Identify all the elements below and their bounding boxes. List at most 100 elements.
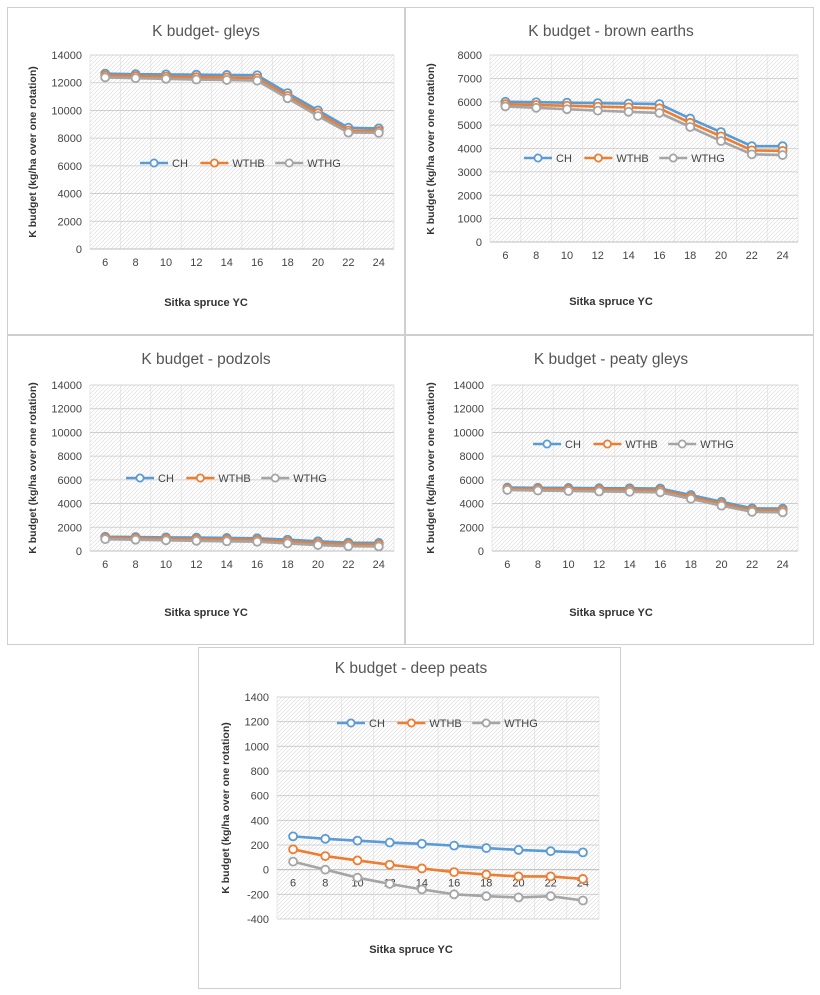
y-tick-label: 0 <box>478 546 484 558</box>
data-point-wthg <box>282 93 293 104</box>
legend-entry-ch: CH <box>524 153 572 165</box>
y-tick-label: 8000 <box>58 133 82 145</box>
chart-panel-brown-earths: 0 1000 2000 3000 4000 5000 6000 7000 8000 6 8 10 12 1… <box>405 7 814 335</box>
legend-marker <box>209 158 219 168</box>
data-point-wthg <box>577 895 588 906</box>
data-point-wthg <box>352 872 363 883</box>
chart-gleys: 0 2000 4000 6000 8000 10000 12000 14000 6 8 10 12 14… <box>27 23 395 309</box>
x-tick-label: 10 <box>160 257 172 269</box>
y-tick-label: 14000 <box>51 380 82 392</box>
y-tick-label: 12000 <box>51 404 82 416</box>
legend-label: CH <box>369 718 385 730</box>
chart-title-podzols: K budget - podzols <box>141 351 271 368</box>
x-tick-label: 22 <box>545 878 557 890</box>
y-tick-label: 7000 <box>458 73 482 85</box>
data-point-wthg <box>624 486 635 497</box>
x-tick-label: 20 <box>715 559 727 571</box>
legend-entry-ch: CH <box>533 439 581 451</box>
y-tick-label: 14000 <box>453 380 484 392</box>
series-line-ch <box>293 835 583 854</box>
data-point-wthg <box>654 108 665 118</box>
chart-panel-podzols: 0 2000 4000 6000 8000 10000 12000 14000 6 8 10 12 14… <box>7 335 405 645</box>
data-point-wthg <box>161 535 171 546</box>
legend-entry-ch: CH <box>140 158 188 170</box>
series-line-ch <box>505 100 783 148</box>
legend-marker <box>406 718 416 728</box>
y-tick-label: 1200 <box>245 717 269 729</box>
y-tick-label: 2000 <box>458 190 482 202</box>
legend-label: CH <box>158 473 174 485</box>
y-tick-label: 2000 <box>460 522 484 534</box>
y-axis-label: K budget (kg/ha over one rotation) <box>425 382 437 554</box>
chart-title-brown-earths: K budget - brown earths <box>528 23 694 40</box>
y-tick-label: 6000 <box>58 475 82 487</box>
x-tick-label: 14 <box>221 257 233 269</box>
x-tick-label: 14 <box>622 250 634 262</box>
x-tick-label: 8 <box>133 559 139 571</box>
series-line-wthg <box>292 860 584 902</box>
data-point-wthg <box>449 889 460 900</box>
data-point-wthb <box>545 871 556 882</box>
chart-deep-peats: -400-20002004006008001000120014006810121… <box>220 660 600 956</box>
y-tick-label: 4000 <box>458 144 482 156</box>
legend-marker <box>677 439 687 449</box>
data-point-wthg <box>343 127 354 138</box>
series-line-wthg <box>505 105 783 157</box>
y-tick-label: 200 <box>251 840 269 852</box>
data-point-wthg <box>313 111 323 121</box>
series-line-wthg <box>507 488 783 514</box>
legend-marker <box>135 473 145 483</box>
series-line-wthg <box>105 76 379 135</box>
x-axis-label: Sitka spruce YC <box>164 297 248 309</box>
legend-label: WTHG <box>293 473 327 485</box>
data-point-wthg <box>531 102 542 113</box>
legend-marker <box>270 473 280 483</box>
legend-label: WTHG <box>504 718 538 730</box>
y-tick-label: 12000 <box>453 404 484 416</box>
legend-label: CH <box>565 439 581 451</box>
data-point-wthg <box>513 892 524 903</box>
data-point-wthg <box>313 540 323 550</box>
y-tick-label: 0 <box>76 244 82 256</box>
x-tick-label: 18 <box>281 559 293 571</box>
data-point-wthg <box>373 127 384 138</box>
y-tick-label: 6000 <box>458 97 482 109</box>
legend-label: WTHB <box>218 473 250 485</box>
data-point-wthg <box>592 105 603 116</box>
data-point-wthg <box>191 535 202 546</box>
data-point-wthg <box>500 101 511 112</box>
legend-label: WTHG <box>700 439 734 451</box>
y-tick-label: 4000 <box>460 499 484 511</box>
data-point-wthb <box>384 859 395 870</box>
y-tick-label: 4000 <box>58 189 82 201</box>
y-tick-label: 10000 <box>51 105 82 117</box>
legend-label: WTHB <box>625 439 657 451</box>
x-tick-label: 16 <box>653 250 665 262</box>
legend-label: WTHG <box>307 158 341 170</box>
x-tick-label: 22 <box>342 559 354 571</box>
data-point-wthg <box>502 485 513 495</box>
data-point-wthg <box>100 534 111 545</box>
data-point-wthg <box>384 878 395 889</box>
legend-marker <box>668 153 678 163</box>
y-tick-label: 6000 <box>58 161 82 173</box>
x-tick-label: 6 <box>502 250 508 262</box>
x-axis-label: Sitka spruce YC <box>369 944 453 956</box>
x-tick-label: 16 <box>654 559 666 571</box>
x-tick-label: 24 <box>776 250 788 262</box>
legend-entry-wthg: WTHG <box>659 153 725 165</box>
y-tick-label: 3000 <box>458 167 482 179</box>
legend-entry-wthb: WTHB <box>397 718 462 730</box>
x-tick-label: 22 <box>342 257 354 269</box>
legend-entry-wthg: WTHG <box>275 158 341 170</box>
x-tick-label: 6 <box>290 878 296 890</box>
y-axis-label: K budget (kg/ha over one rotation) <box>425 63 437 235</box>
y-tick-label: 0 <box>476 237 482 249</box>
data-point-wthg <box>777 150 788 160</box>
data-point-wthg <box>416 884 427 895</box>
data-point-ch <box>320 833 331 844</box>
legend-entry-wthg: WTHG <box>472 718 538 730</box>
y-tick-label: 0 <box>76 546 82 558</box>
x-tick-label: 16 <box>448 878 460 890</box>
chart-panel-deep-peats: -400-20002004006008001000120014006810121… <box>198 647 621 989</box>
